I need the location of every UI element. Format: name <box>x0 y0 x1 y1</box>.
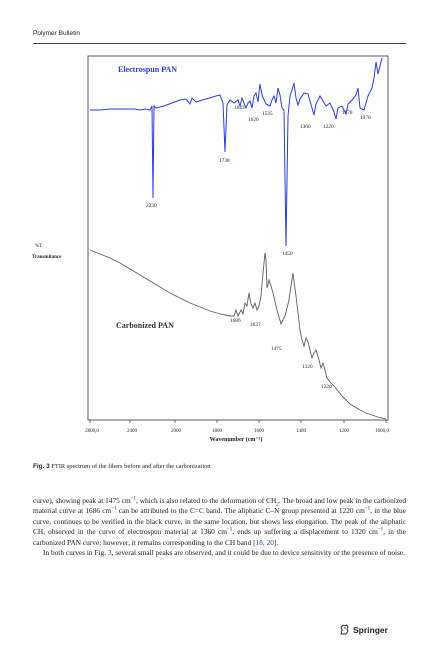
superscript: −1 <box>377 527 384 533</box>
x-tick-label: 2000 <box>171 429 182 434</box>
peak-label: 1450 <box>282 251 293 257</box>
x-axis-label: Wavenumber (cm⁻¹) <box>210 436 263 443</box>
peak-label: 1620 <box>248 117 259 123</box>
peak-label: 1220 <box>321 384 332 390</box>
plot-frame <box>87 55 389 421</box>
peak-label: 1637 <box>250 322 261 328</box>
peak-label: 1535 <box>262 111 273 117</box>
springer-horse-icon <box>340 624 349 635</box>
superscript: −1 <box>226 527 233 533</box>
text-run: curve), showing peak at 1475 cm <box>33 496 131 505</box>
figure-caption-label: Fig. 3 <box>33 463 50 470</box>
citation-link[interactable]: 18, 20 <box>255 537 274 547</box>
ftir-figure: Electrospun PAN Carbonized PAN %T Transm… <box>32 55 389 443</box>
x-tick-label: 1200 <box>339 429 350 434</box>
header-rule <box>33 43 406 44</box>
text-run: , ends up suffering a displacement to 13… <box>232 527 378 537</box>
running-header: Polymer Bulletin <box>33 30 80 37</box>
figure-caption-text: FTIR spectrum of the fibers before and a… <box>51 463 211 470</box>
peak-label: 1170 <box>342 110 353 116</box>
peak-label: 2230 <box>146 203 157 209</box>
figure-caption: Fig. 3 FTIR spectrum of the fibers befor… <box>33 463 406 470</box>
y-axis-label-top: %T <box>35 244 42 249</box>
peak-label: 1475 <box>271 346 282 352</box>
text-run: . The broad and low peak in the carboniz… <box>33 496 407 516</box>
text-run: ]. <box>273 537 279 547</box>
x-tick-label: 2800,0 <box>85 429 99 434</box>
peak-label: 1643 <box>234 105 245 111</box>
text-run: , in the blue curve, continues to be ver… <box>33 506 406 537</box>
superscript: −1 <box>130 496 137 502</box>
electrospun-spectrum <box>90 57 383 247</box>
x-tick-label: 1800 <box>212 429 223 434</box>
x-tick-label: 1000,0 <box>375 429 389 434</box>
peak-label: 1738 <box>219 158 230 164</box>
x-tick-label: 1600 <box>254 429 265 434</box>
figure-link[interactable]: 3 <box>107 548 112 558</box>
text-run: , several small peaks are observed, and … <box>111 548 405 558</box>
text-run: , in the carbonized PAN curve; however, … <box>33 527 406 547</box>
x-tick-label: 1400 <box>296 429 307 434</box>
peak-label: 1220 <box>323 124 334 130</box>
x-tick-label: 2400 <box>127 429 138 434</box>
peak-label: 1070 <box>360 115 371 121</box>
text-run: , which is also related to the deformati… <box>136 496 277 505</box>
peak-label: 1360 <box>300 124 311 130</box>
carbonized-spectrum <box>89 249 387 420</box>
superscript: −1 <box>111 507 117 513</box>
publisher-logo: Springer <box>339 624 388 635</box>
text-run: In both curves in Fig. <box>43 548 108 558</box>
text-run: can be attributed to the C=C band. The a… <box>116 506 365 516</box>
carbonized-label: Carbonized PAN <box>116 321 174 330</box>
y-axis-label-bottom: Transmitance <box>32 255 62 260</box>
paragraph: curve), showing peak at 1475 cm−1, which… <box>33 496 406 548</box>
electrospun-label: Electrospun PAN <box>118 65 177 74</box>
paragraph: In both curves in Fig. 3, several small … <box>33 548 406 558</box>
subscript: 2 <box>276 502 279 508</box>
peak-label: 1320 <box>302 364 313 370</box>
publisher-name: Springer <box>353 624 388 635</box>
peak-label: 1686 <box>230 318 241 324</box>
superscript: −1 <box>364 507 371 513</box>
body-text: curve), showing peak at 1475 cm−1, which… <box>33 496 406 559</box>
